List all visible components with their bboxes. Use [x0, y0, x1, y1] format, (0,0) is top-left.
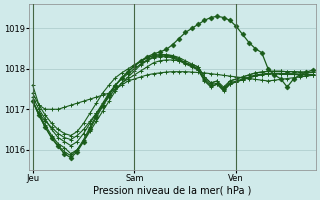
X-axis label: Pression niveau de la mer( hPa ): Pression niveau de la mer( hPa ): [93, 186, 252, 196]
